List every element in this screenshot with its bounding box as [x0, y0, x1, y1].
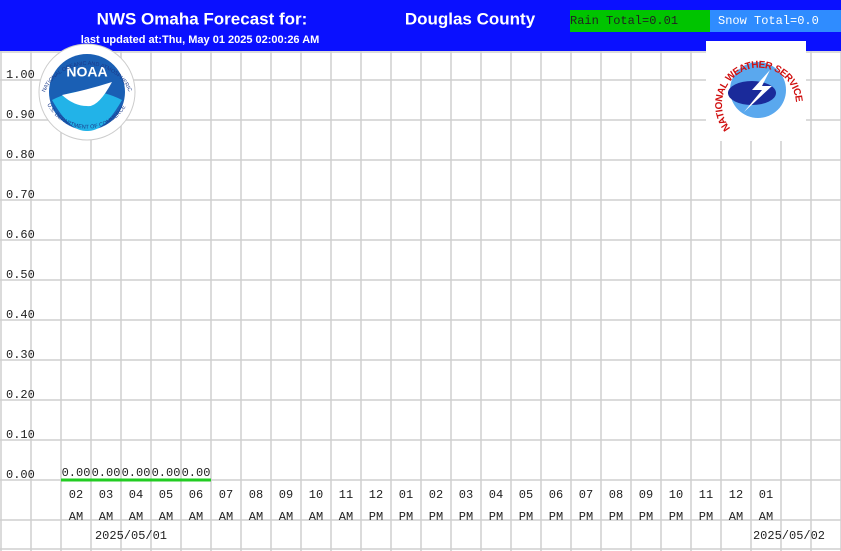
bar [181, 478, 211, 482]
x-tick-label: AM [99, 510, 113, 524]
chart-title: NWS Omaha Forecast for: [97, 9, 308, 28]
x-tick-label: 01 [759, 488, 773, 502]
x-tick-label: 04 [489, 488, 503, 502]
x-tick-label: 01 [399, 488, 413, 502]
x-tick-label: 09 [639, 488, 653, 502]
x-tick-label: 06 [549, 488, 563, 502]
x-tick-label: PM [639, 510, 653, 524]
x-tick-label: AM [219, 510, 233, 524]
grid [0, 51, 841, 551]
y-tick-label: 0.00 [6, 468, 35, 482]
x-tick-label: 09 [279, 488, 293, 502]
nws-logo: NATIONAL WEATHER SERVICE [706, 41, 806, 141]
x-tick-label: PM [669, 510, 683, 524]
nws-cloud [728, 81, 776, 105]
x-tick-label: PM [459, 510, 473, 524]
value-label: 0.00 [182, 466, 211, 480]
x-tick-label: PM [699, 510, 713, 524]
value-label: 0.00 [122, 466, 151, 480]
noaa-label: NOAA [66, 64, 107, 80]
x-tick-label: AM [189, 510, 203, 524]
x-tick-label: AM [249, 510, 263, 524]
x-tick-label: 11 [339, 488, 353, 502]
x-tick-label: AM [129, 510, 143, 524]
x-tick-label: 12 [729, 488, 743, 502]
rain-total: Rain Total=0.01 [570, 14, 678, 28]
y-tick-label: 0.20 [6, 388, 35, 402]
x-tick-label: PM [369, 510, 383, 524]
x-tick-label: AM [159, 510, 173, 524]
x-tick-label: AM [279, 510, 293, 524]
x-tick-label: AM [729, 510, 743, 524]
x-tick-label: 07 [579, 488, 593, 502]
snow-total: Snow Total=0.0 [718, 14, 819, 28]
x-tick-label: 06 [189, 488, 203, 502]
x-tick-label: 12 [369, 488, 383, 502]
x-tick-label: PM [549, 510, 563, 524]
x-tick-label: 03 [99, 488, 113, 502]
x-tick-label: 08 [609, 488, 623, 502]
x-tick-label: 04 [129, 488, 143, 502]
x-tick-label: AM [69, 510, 83, 524]
nws-bolt [744, 70, 772, 112]
date-label: 2025/05/01 [95, 529, 167, 543]
x-tick-label: 07 [219, 488, 233, 502]
x-tick-label: PM [429, 510, 443, 524]
noaa-wave [52, 91, 122, 132]
y-tick-label: 1.00 [6, 68, 35, 82]
location: Douglas County [405, 9, 536, 28]
value-label: 0.00 [62, 466, 91, 480]
x-tick-label: 02 [69, 488, 83, 502]
y-tick-label: 0.60 [6, 228, 35, 242]
x-tick-label: PM [519, 510, 533, 524]
snow-box [710, 10, 841, 32]
y-tick-label: 0.50 [6, 268, 35, 282]
x-tick-label: 08 [249, 488, 263, 502]
y-tick-label: 0.40 [6, 308, 35, 322]
date-label: 2025/05/02 [753, 529, 825, 543]
x-tick-label: 11 [699, 488, 713, 502]
x-tick-label: 02 [429, 488, 443, 502]
x-tick-label: PM [489, 510, 503, 524]
y-tick-label: 0.70 [6, 188, 35, 202]
rain-box [570, 10, 710, 32]
x-tick-label: PM [399, 510, 413, 524]
x-tick-label: AM [759, 510, 773, 524]
x-tick-label: PM [579, 510, 593, 524]
y-tick-label: 0.30 [6, 348, 35, 362]
y-tick-label: 0.90 [6, 108, 35, 122]
y-tick-label: 0.10 [6, 428, 35, 442]
x-tick-label: 10 [669, 488, 683, 502]
bar [91, 478, 121, 482]
y-tick-label: 0.80 [6, 148, 35, 162]
value-label: 0.00 [152, 466, 181, 480]
bar [151, 478, 181, 482]
x-tick-label: 10 [309, 488, 323, 502]
x-tick-label: 05 [159, 488, 173, 502]
x-tick-label: AM [339, 510, 353, 524]
value-label: 0.00 [92, 466, 121, 480]
bar [61, 478, 91, 482]
bar [121, 478, 151, 482]
subtitle: last updated at:Thu, May 01 2025 02:00:2… [81, 34, 320, 46]
x-tick-label: PM [609, 510, 623, 524]
noaa-bird [62, 82, 112, 107]
x-tick-label: AM [309, 510, 323, 524]
x-tick-label: 03 [459, 488, 473, 502]
x-tick-label: 05 [519, 488, 533, 502]
